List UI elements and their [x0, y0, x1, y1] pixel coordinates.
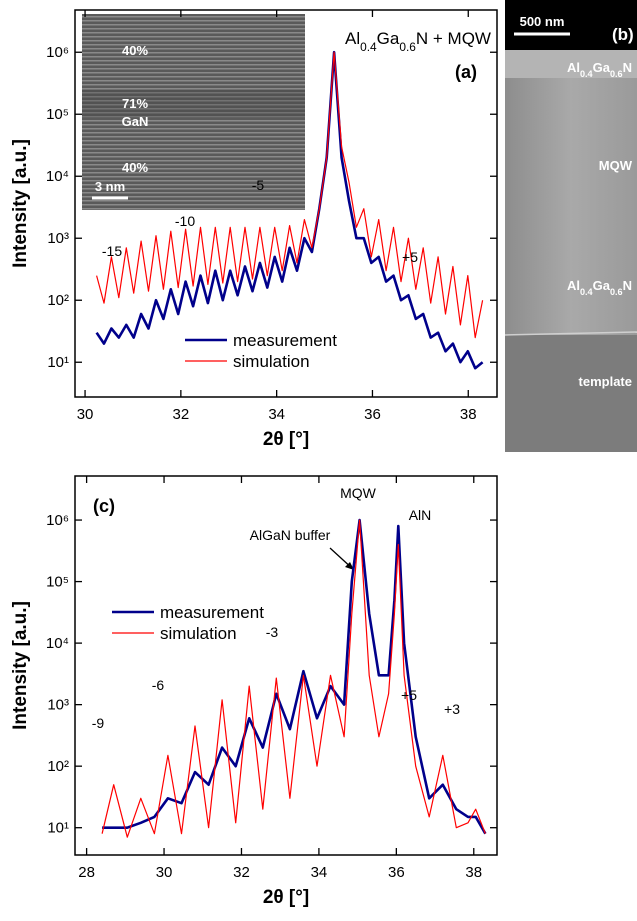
tem-layer-label: MQW — [599, 158, 633, 173]
inset-label: GaN — [122, 114, 149, 129]
tem-layer-label-part: Al — [567, 60, 580, 75]
tem-layer-label: Al0.4Ga0.6N — [567, 278, 632, 297]
annotation: -9 — [92, 715, 105, 731]
x-tick-label: 28 — [78, 864, 95, 881]
legend-label: measurement — [233, 331, 337, 350]
inset-layer — [82, 90, 305, 118]
inset-label: 40% — [122, 160, 148, 175]
plot-frame — [74, 475, 498, 856]
x-tick-label: 34 — [311, 864, 328, 881]
tem-layer-label-part: N — [623, 278, 632, 293]
y-tick-label: 10¹ — [47, 820, 69, 837]
panel-label: (b) — [612, 25, 634, 44]
tem-layer — [505, 335, 637, 452]
inset-label: 40% — [122, 43, 148, 58]
x-tick-label: 30 — [77, 406, 94, 423]
tem-layer-label-part: Ga — [593, 278, 611, 293]
x-axis-title: 2θ [°] — [263, 429, 309, 450]
inset-scale: 3 nm — [95, 179, 125, 194]
series-line — [96, 51, 484, 339]
x-tick-label: 36 — [388, 864, 405, 881]
inset: 40% 71% GaN 40% 3 nm — [82, 14, 305, 210]
tem-layer-label-part: 0.6 — [610, 69, 623, 79]
legend-label: simulation — [160, 624, 237, 643]
annotation: -5 — [252, 177, 265, 193]
inset-label: 71% — [122, 96, 148, 111]
y-tick-label: 10⁴ — [46, 635, 69, 652]
y-axis-title: Intensity [a.u.] — [10, 601, 31, 730]
y-tick-label: 10³ — [47, 230, 69, 247]
chart-title-part: 0.6 — [399, 40, 416, 54]
tem-interface — [504, 331, 637, 336]
panel-label: (a) — [455, 62, 477, 82]
y-tick-label: 10⁵ — [46, 106, 69, 123]
legend-label: measurement — [160, 603, 264, 622]
series-line — [101, 519, 486, 838]
annotation: AlN — [409, 507, 432, 523]
y-tick-label: 10⁶ — [46, 512, 69, 529]
legend-label: simulation — [233, 352, 310, 371]
annotation: AlGaN buffer — [250, 527, 331, 543]
plot-frame — [74, 9, 498, 398]
chart-title-part: 0.4 — [360, 40, 377, 54]
annotation: +3 — [444, 701, 460, 717]
annotation: -15 — [102, 243, 122, 259]
y-tick-label: 10² — [47, 292, 69, 309]
tem-layer-label-part: Al — [567, 278, 580, 293]
annotation: MQW — [340, 485, 377, 501]
y-tick-label: 10⁵ — [46, 574, 69, 591]
tem-layer-label-part: 0.4 — [580, 69, 594, 79]
panel-label: (c) — [93, 496, 115, 516]
y-tick-label: 10⁴ — [46, 168, 69, 185]
x-tick-label: 38 — [465, 864, 482, 881]
tem-layer — [505, 50, 637, 78]
x-tick-label: 30 — [156, 864, 173, 881]
tem-scale: 500 nm — [520, 14, 565, 29]
chart-title: Al0.4Ga0.6N + MQW — [345, 29, 491, 54]
tem-panel: 500 nm (b) — [504, 0, 637, 452]
annotation: +5 — [402, 249, 418, 265]
x-tick-label: 32 — [173, 406, 190, 423]
x-tick-label: 32 — [233, 864, 250, 881]
annotation: -3 — [266, 624, 279, 640]
chart-title-part: N + MQW — [416, 29, 491, 48]
x-tick-label: 38 — [460, 406, 477, 423]
tem-layer-label-part: N — [623, 60, 632, 75]
chart-title-part: Ga — [377, 29, 400, 48]
x-axis-title: 2θ [°] — [263, 887, 309, 908]
annotation: +5 — [401, 687, 417, 703]
tem-layer-label-part: 0.4 — [580, 287, 594, 297]
tem-layer-label-part: 0.6 — [610, 287, 623, 297]
x-tick-label: 36 — [364, 406, 381, 423]
tem-layer-label: Al0.4Ga0.6N — [567, 60, 632, 79]
inset-image — [82, 14, 305, 210]
y-tick-label: 10² — [47, 758, 69, 775]
tem-layer-label: template — [579, 374, 632, 389]
x-tick-label: 34 — [268, 406, 285, 423]
series-line — [95, 50, 484, 370]
y-tick-label: 10³ — [47, 697, 69, 714]
y-axis-title: Intensity [a.u.] — [10, 139, 31, 268]
chart-title-part: Al — [345, 29, 360, 48]
series-line — [102, 518, 487, 835]
annotation: -10 — [175, 213, 195, 229]
tem-layer-label-part: MQW — [599, 158, 633, 173]
tem-layer-label-part: Ga — [593, 60, 611, 75]
arrow-head — [345, 562, 354, 570]
tem-layer-label-part: template — [579, 374, 632, 389]
annotation: -6 — [152, 677, 165, 693]
tem-top — [505, 0, 637, 50]
y-tick-label: 10¹ — [47, 354, 69, 371]
y-tick-label: 10⁶ — [46, 44, 69, 61]
